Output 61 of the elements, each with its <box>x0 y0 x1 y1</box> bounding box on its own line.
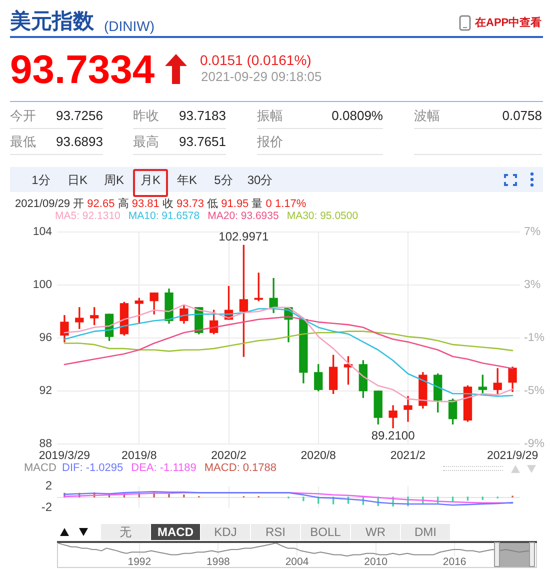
x-tick-label: 2021/2 <box>390 450 426 462</box>
series-label: DIF: -1.0295 <box>62 462 124 475</box>
tab: WR <box>351 524 400 540</box>
text: MA30: 95.0500 <box>286 210 358 223</box>
x-tick-label: 2010 <box>364 556 388 568</box>
annotation: 89.2100 <box>371 428 416 442</box>
y-tick-label: 88 <box>39 438 52 450</box>
table-cell: 报价 <box>257 130 383 155</box>
table-cell: 波幅 0.0758 <box>414 104 542 129</box>
table-cell: 振幅 0.0809% <box>257 104 383 129</box>
table-cell: 最高 93.7651 <box>133 130 226 155</box>
x-tick-label: 1992 <box>128 556 152 568</box>
tab: 无 <box>101 524 150 540</box>
annotation: 102.9971 <box>218 230 270 244</box>
text: 5分 <box>213 173 234 187</box>
y-tick-label: 96 <box>39 332 52 344</box>
text: 日K <box>66 173 88 187</box>
text: 月K <box>139 173 162 187</box>
y-tick-label: -2 <box>41 500 52 514</box>
tab: BOLL <box>301 524 350 540</box>
y-tick-label: 104 <box>32 226 53 238</box>
text: MA20: 93.6935 <box>208 210 279 223</box>
x-tick-label: 2021/9/29 <box>486 450 538 462</box>
table-cell: 最低 93.6893 <box>10 130 103 155</box>
text: 1分 <box>30 173 52 187</box>
text: 年K <box>176 173 198 187</box>
text: 在APP中查看 <box>475 16 542 30</box>
chart-title: MACD <box>24 462 56 475</box>
y2-tick-label: 3% <box>524 279 541 292</box>
y-tick-label: 100 <box>32 279 52 292</box>
series-label: DEA: -1.1189 <box>131 462 196 475</box>
y2-tick-label: -9% <box>524 438 544 450</box>
x-tick-label: 2020/8 <box>300 450 336 462</box>
text: 0.0151 (0.0161%) <box>200 52 312 68</box>
table-cell: 今开 93.7256 <box>10 104 103 129</box>
text: (DINIW) <box>104 17 155 35</box>
x-tick-label: 2019/3/29 <box>38 450 90 462</box>
x-tick-label: 2019/8 <box>122 450 157 462</box>
tab: MACD <box>151 524 200 540</box>
y2-tick-label: -1% <box>524 332 544 344</box>
y2-tick-label: 7% <box>524 226 541 238</box>
tab: RSI <box>251 524 300 540</box>
x-tick-label: 2020/2 <box>211 450 246 462</box>
text: 93.7334 <box>10 48 155 92</box>
text: 2021-09-29 09:18:05 <box>201 69 322 84</box>
tab: DMI <box>401 524 450 540</box>
y-tick-label: 92 <box>39 385 52 398</box>
text: MACD: 0.1788 <box>204 462 277 475</box>
text: 美元指数 <box>10 9 94 35</box>
y2-tick-label: -5% <box>524 385 544 398</box>
text: 周K <box>102 173 125 187</box>
x-tick-label: 2016 <box>442 556 466 568</box>
x-tick-label: 1998 <box>206 556 230 568</box>
text: 2021/09/29 开 92.65 高 93.81 收 93.73 低 91.95 量 0 1.17% <box>15 198 306 210</box>
text: MA10: 91.6578 <box>128 210 200 223</box>
tab: KDJ <box>201 524 250 540</box>
text: 30分 <box>246 173 274 187</box>
table-cell: 昨收 93.7183 <box>133 104 226 129</box>
text: MA5: 92.1310 <box>55 210 120 223</box>
y-tick-label: 2 <box>45 478 52 493</box>
x-tick-label: 2004 <box>285 556 309 568</box>
